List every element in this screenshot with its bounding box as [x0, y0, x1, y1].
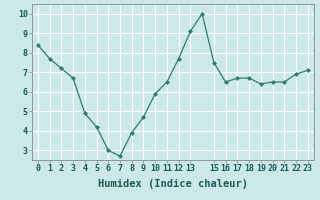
X-axis label: Humidex (Indice chaleur): Humidex (Indice chaleur) — [98, 179, 248, 189]
